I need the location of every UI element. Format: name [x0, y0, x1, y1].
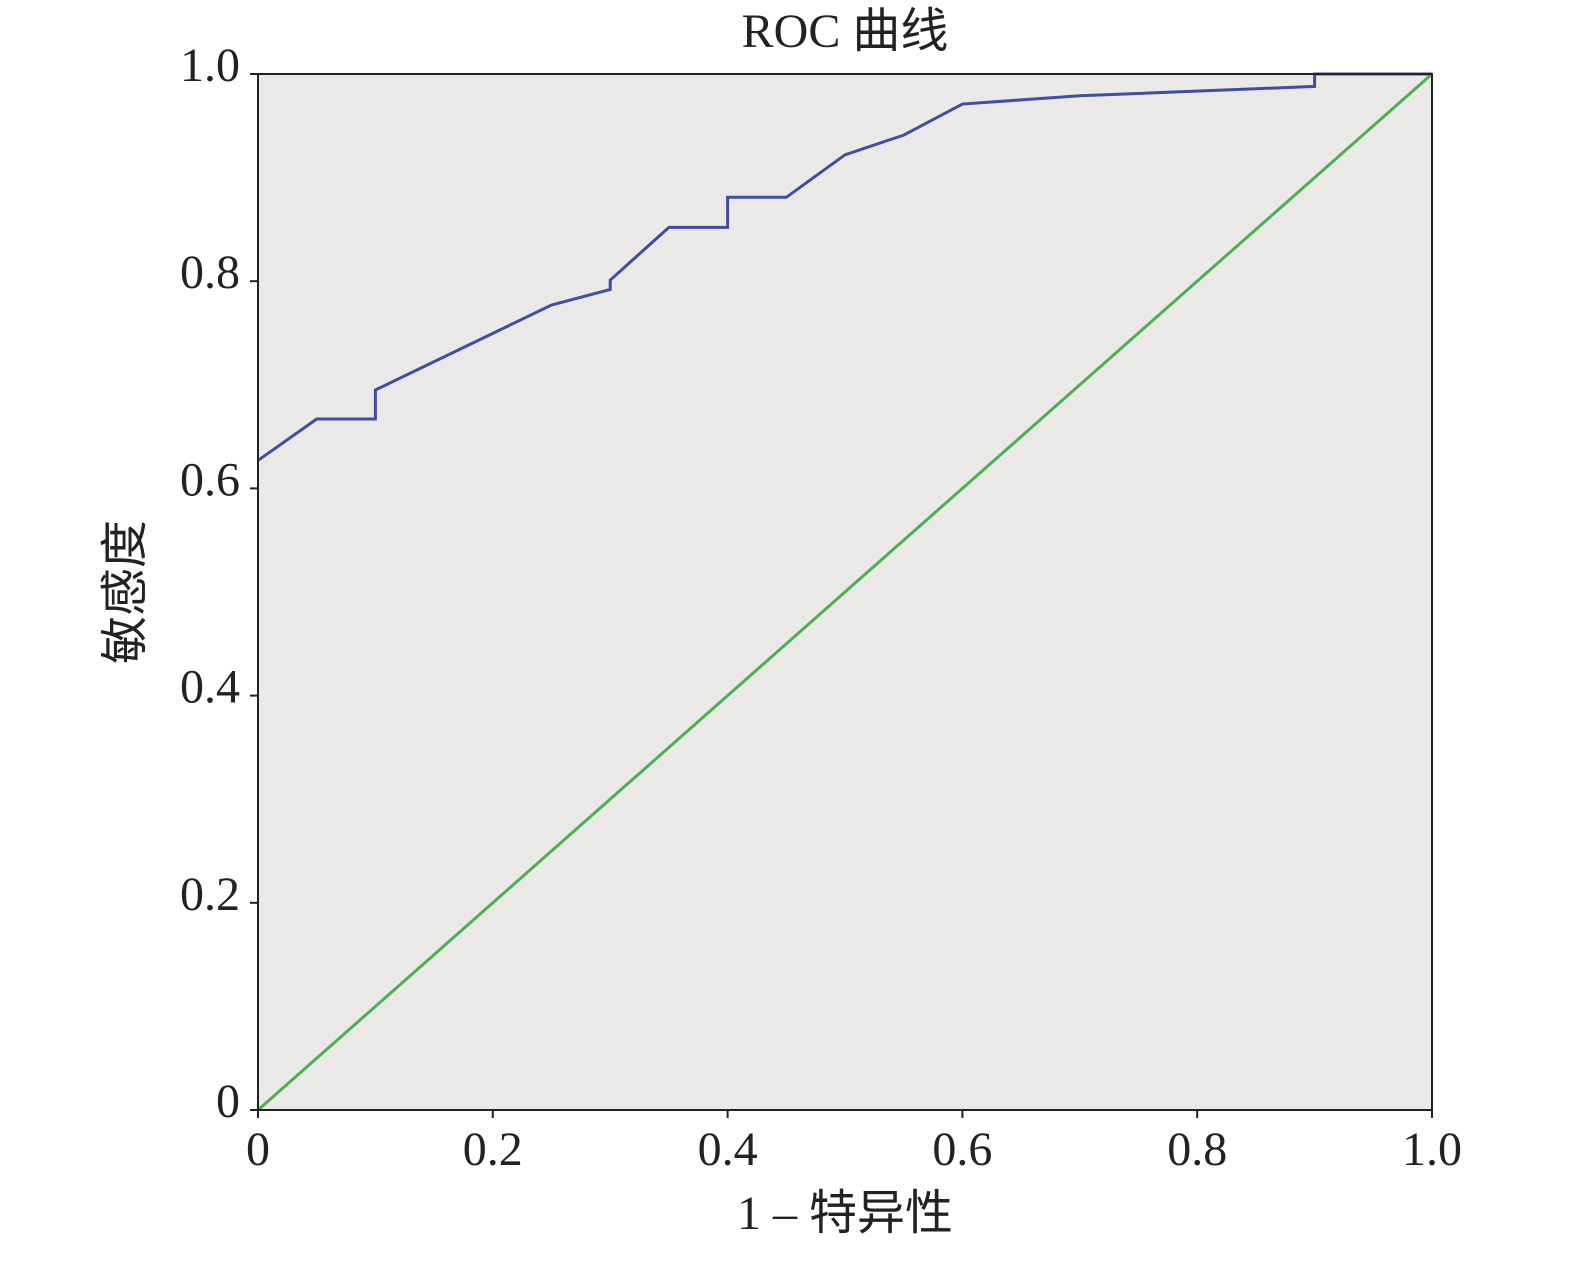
x-tick-label: 0.4 [698, 1123, 758, 1176]
series-line [257, 72, 1432, 462]
y-tick-label: 0 [216, 1075, 240, 1128]
y-tick-label: 0.8 [180, 246, 240, 299]
x-tick-label: 0.8 [1167, 1123, 1227, 1176]
x-tick-label: 0.2 [463, 1123, 523, 1176]
x-tick-label: 1.0 [1402, 1123, 1462, 1176]
y-tick-label: 1.0 [180, 39, 240, 92]
x-axis-label: 1 – 特异性 [737, 1187, 953, 1240]
y-tick-label: 0.2 [180, 868, 240, 921]
x-tick-label: 0 [246, 1123, 270, 1176]
plot-frame [257, 73, 1433, 1111]
y-tick-label: 0.4 [180, 661, 240, 714]
y-tick-label: 0.6 [180, 453, 240, 506]
x-tick-label: 0.6 [932, 1123, 992, 1176]
y-axis-label: 敏感度 [99, 520, 152, 664]
series-line [257, 72, 1433, 1112]
chart-title: ROC 曲线 [742, 5, 949, 58]
